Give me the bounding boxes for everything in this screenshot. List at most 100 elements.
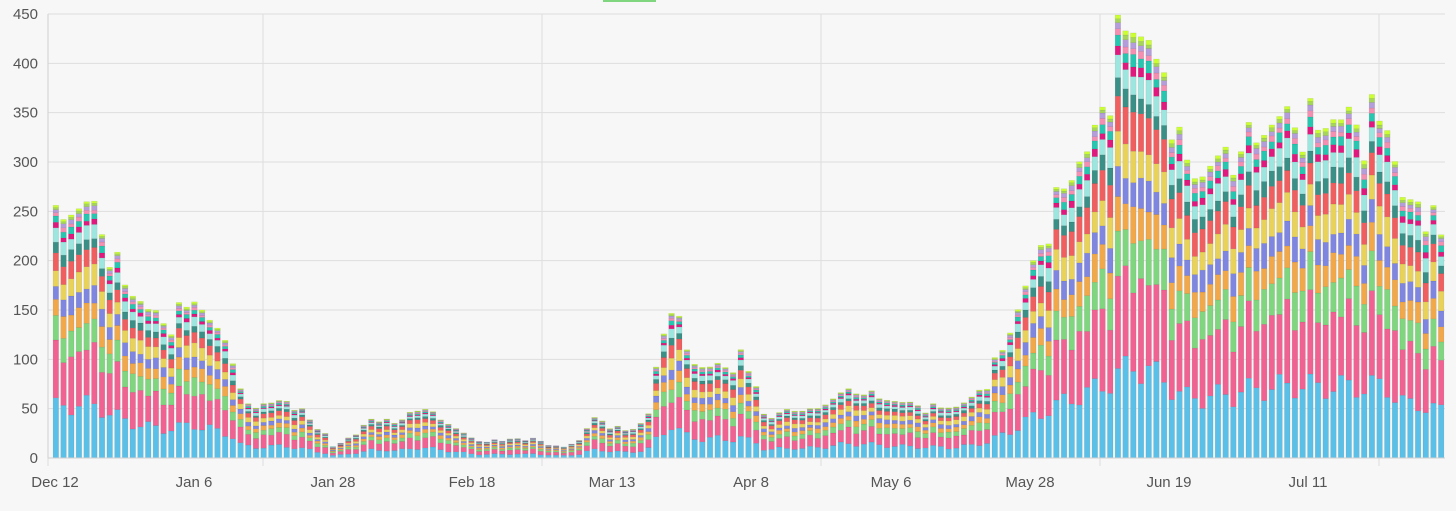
bar-segment [1254, 172, 1260, 190]
bar-segment [369, 432, 375, 434]
bar-segment [1223, 224, 1229, 251]
bar-segment [1308, 127, 1314, 134]
bar-segment [245, 430, 251, 434]
bar-segment [1192, 233, 1198, 257]
bar-segment [1131, 183, 1137, 207]
bar-segment [607, 437, 613, 439]
bar-segment [1308, 184, 1314, 205]
bar-segment [1284, 299, 1290, 383]
bar-segment [1000, 366, 1006, 370]
bar-segment [1092, 379, 1098, 458]
bar-segment [946, 438, 952, 449]
bar-segment [1192, 188, 1198, 193]
bar-segment [646, 434, 652, 439]
bar-segment [192, 332, 198, 342]
bar-segment [753, 430, 759, 443]
bar-segment [1431, 346, 1437, 403]
bar-segment [1392, 165, 1398, 167]
bar-segment [222, 351, 228, 358]
bar-segment [1431, 262, 1437, 281]
bar-segment [1023, 286, 1029, 288]
bar-segment [1054, 198, 1060, 203]
bar-segment [346, 441, 352, 443]
bar-segment [1030, 261, 1036, 263]
legend-swatch[interactable] [603, 0, 656, 2]
bar-segment [830, 423, 836, 427]
bar-segment [238, 394, 244, 397]
bar-segment [723, 441, 729, 458]
bar-segment [1100, 113, 1106, 118]
bar-segment [1161, 77, 1167, 81]
bar-segment [161, 350, 167, 359]
bar-segment [292, 440, 298, 449]
bar-segment [669, 313, 675, 314]
bar-segment [1323, 140, 1329, 145]
bar-segment [1146, 181, 1152, 212]
bar-segment [515, 454, 521, 458]
bar-segment [1023, 317, 1029, 330]
bar-segment [68, 279, 74, 296]
bar-segment [1046, 416, 1052, 458]
bar-segment [1254, 154, 1260, 160]
bar-segment [1331, 392, 1337, 458]
bar-segment [1269, 186, 1275, 208]
bar-segment [1315, 133, 1321, 137]
bar-segment [1346, 299, 1352, 380]
bar-segment [784, 426, 790, 429]
bar-segment [861, 403, 867, 405]
bar-segment [600, 431, 606, 433]
bar-segment [638, 452, 644, 458]
bar-segment [646, 432, 652, 435]
bar-segment [592, 423, 598, 425]
bar-segment [469, 449, 475, 454]
bar-segment [1007, 342, 1013, 345]
bar-segment [1200, 177, 1206, 180]
bar-segment [230, 385, 236, 393]
bar-segment [1300, 249, 1306, 268]
bar-segment [954, 448, 960, 458]
bar-segment [653, 437, 659, 458]
bar-segment [122, 387, 128, 418]
bar-segment [900, 444, 906, 458]
bar-segment [199, 430, 205, 458]
bar-segment [115, 361, 121, 409]
bar-segment [1084, 234, 1090, 253]
bar-segment [684, 378, 690, 387]
bar-segment [969, 444, 975, 458]
bar-segment [1015, 431, 1021, 458]
bar-segment [815, 447, 821, 458]
bar-segment [1069, 316, 1075, 350]
bar-segment [1284, 109, 1290, 112]
bar-segment [1146, 45, 1152, 49]
bar-segment [669, 329, 675, 338]
bar-segment [1061, 189, 1067, 191]
bar-segment [1392, 238, 1398, 263]
bar-segment [746, 371, 752, 372]
bar-segment [807, 428, 813, 431]
bar-segment [1231, 199, 1237, 204]
bar-segment [130, 328, 136, 338]
bar-segment [84, 240, 90, 250]
bar-segment [130, 304, 136, 309]
bar-segment [984, 418, 990, 423]
bar-segment [145, 347, 151, 360]
bar-segment [1069, 404, 1075, 458]
bar-segment [1323, 178, 1329, 193]
bar-segment [1223, 169, 1229, 176]
bar-segment [738, 436, 744, 458]
bar-segment [1277, 181, 1283, 203]
bar-segment [861, 430, 867, 444]
bar-segment [1000, 403, 1006, 412]
bar-segment [215, 399, 221, 428]
bar-segment [1438, 311, 1444, 327]
bar-segment [1377, 206, 1383, 234]
bar-segment [276, 408, 282, 410]
bar-segment [1038, 328, 1044, 345]
bar-segment [1284, 192, 1290, 221]
bar-segment [1385, 182, 1391, 194]
bar-segment [61, 255, 67, 267]
bar-segment [853, 410, 859, 415]
bar-segment [215, 332, 221, 334]
bar-segment [1385, 329, 1391, 397]
bar-segment [415, 424, 421, 428]
